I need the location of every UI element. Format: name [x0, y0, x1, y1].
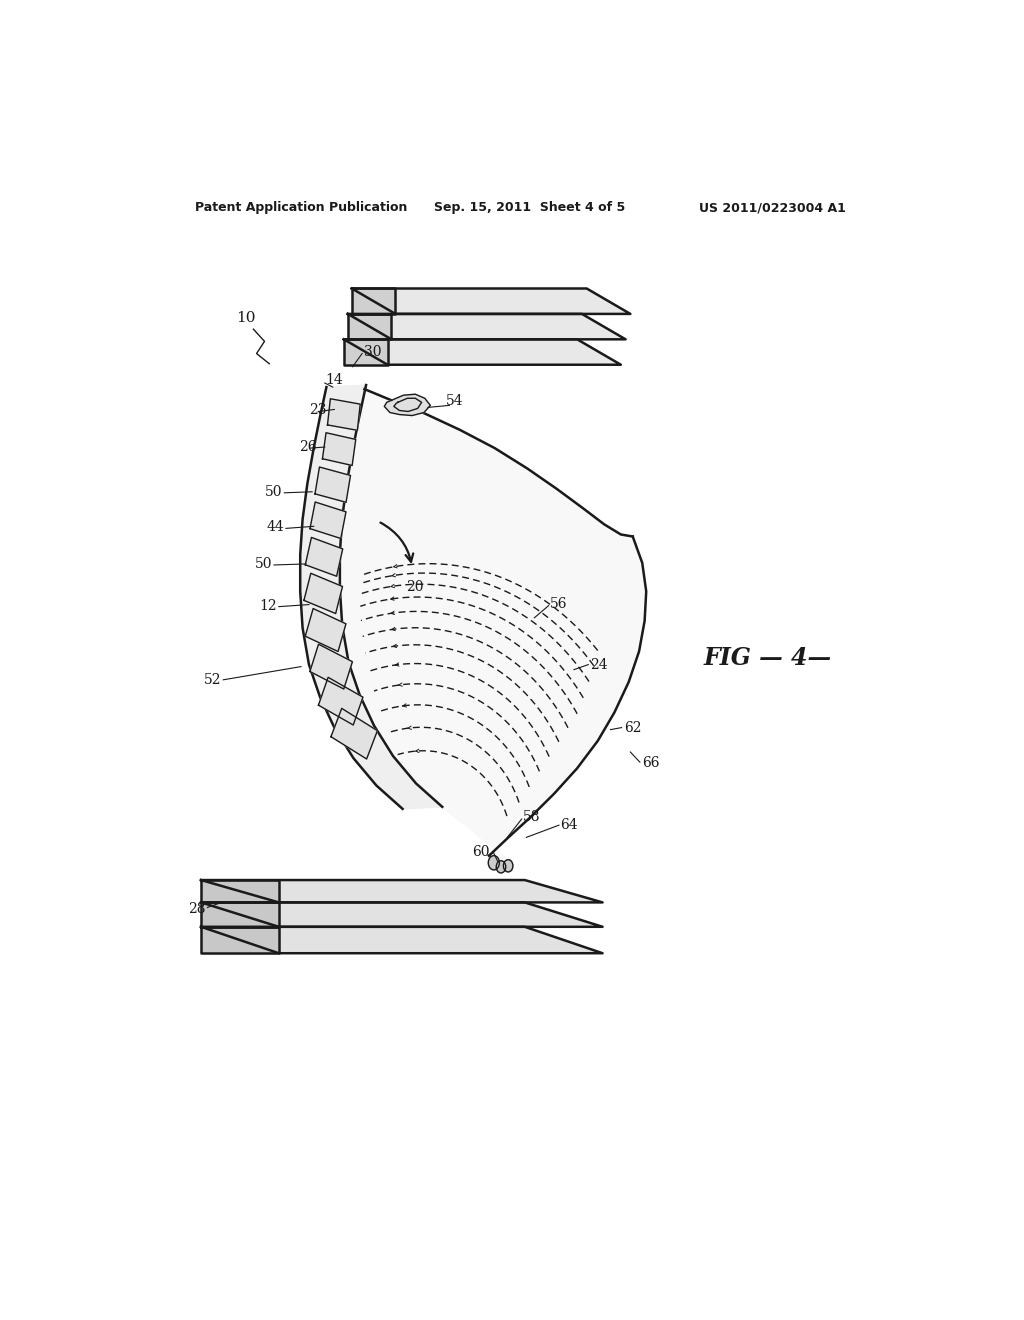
- Polygon shape: [352, 289, 395, 314]
- Circle shape: [488, 855, 500, 870]
- Polygon shape: [344, 339, 387, 364]
- Polygon shape: [344, 339, 621, 364]
- Circle shape: [504, 859, 513, 873]
- Polygon shape: [340, 385, 646, 866]
- Polygon shape: [348, 314, 626, 339]
- Polygon shape: [201, 880, 279, 903]
- Text: 28: 28: [188, 902, 206, 916]
- Polygon shape: [310, 644, 352, 689]
- Polygon shape: [305, 609, 346, 652]
- Polygon shape: [384, 395, 430, 416]
- Text: 62: 62: [624, 721, 641, 735]
- Polygon shape: [201, 903, 602, 927]
- Text: 14: 14: [325, 374, 343, 387]
- Text: US 2011/0223004 A1: US 2011/0223004 A1: [699, 201, 846, 214]
- Polygon shape: [315, 467, 350, 503]
- Polygon shape: [201, 927, 602, 953]
- Text: 64: 64: [560, 818, 579, 832]
- Text: 56: 56: [550, 597, 567, 611]
- Text: Patent Application Publication: Patent Application Publication: [196, 201, 408, 214]
- Polygon shape: [318, 677, 362, 725]
- Text: 20: 20: [407, 581, 424, 594]
- Text: 54: 54: [446, 395, 464, 408]
- Polygon shape: [305, 537, 343, 577]
- Circle shape: [497, 861, 506, 873]
- Text: 44: 44: [266, 520, 285, 535]
- Text: 24: 24: [590, 657, 607, 672]
- Text: 23: 23: [309, 404, 327, 417]
- Polygon shape: [328, 399, 360, 430]
- Polygon shape: [331, 709, 378, 759]
- Text: 50: 50: [265, 484, 283, 499]
- Text: 58: 58: [523, 810, 541, 824]
- Text: 26: 26: [299, 440, 316, 454]
- Polygon shape: [348, 314, 391, 339]
- Text: 30: 30: [365, 345, 382, 359]
- Text: 52: 52: [204, 673, 221, 686]
- Text: 12: 12: [259, 598, 278, 612]
- Text: 66: 66: [642, 756, 659, 770]
- Text: 60: 60: [472, 845, 489, 858]
- Polygon shape: [300, 385, 442, 809]
- Polygon shape: [201, 880, 602, 903]
- Text: Sep. 15, 2011  Sheet 4 of 5: Sep. 15, 2011 Sheet 4 of 5: [433, 201, 625, 214]
- Polygon shape: [304, 573, 342, 614]
- Polygon shape: [310, 502, 346, 539]
- Text: FIG — 4—: FIG — 4—: [703, 647, 831, 671]
- Polygon shape: [201, 903, 279, 927]
- Polygon shape: [352, 289, 631, 314]
- Polygon shape: [201, 927, 279, 953]
- Polygon shape: [323, 433, 355, 466]
- Text: 50: 50: [255, 557, 272, 572]
- Text: 10: 10: [236, 312, 255, 325]
